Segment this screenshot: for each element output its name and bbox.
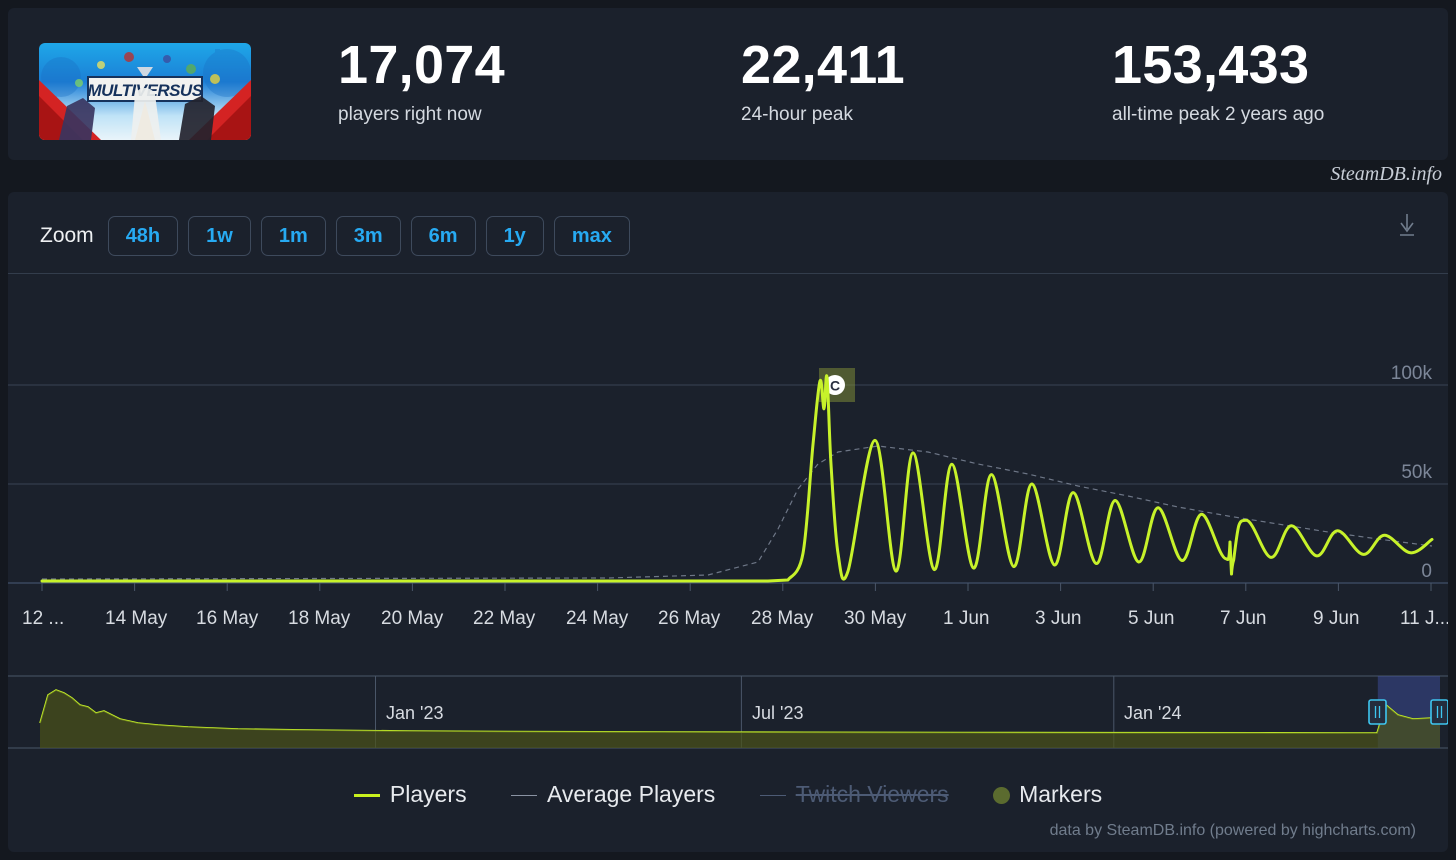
svg-text:0: 0 [1421,561,1432,582]
svg-text:50k: 50k [1401,462,1432,483]
svg-text:100k: 100k [1391,363,1433,384]
svg-text:C: C [830,378,840,394]
